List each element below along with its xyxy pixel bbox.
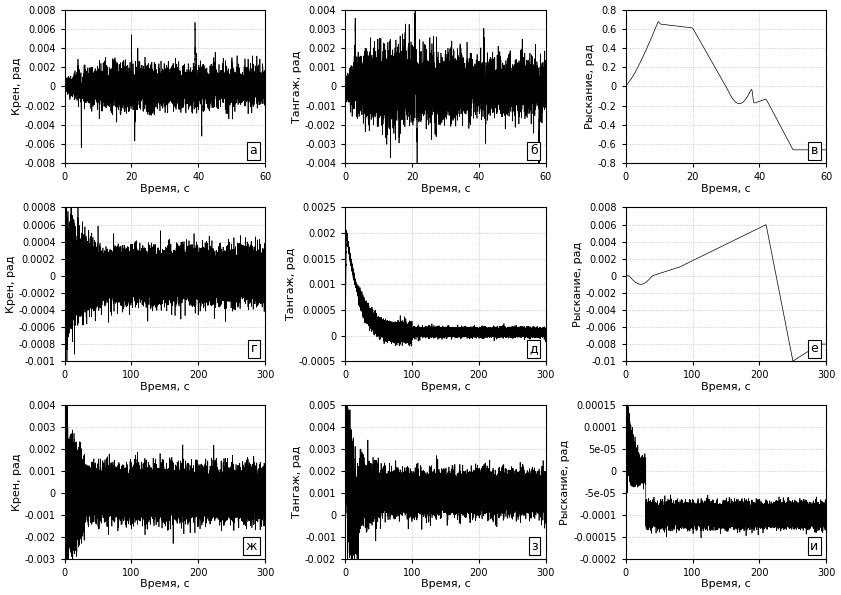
Text: а: а: [250, 144, 257, 157]
Text: ж: ж: [246, 540, 257, 553]
X-axis label: Время, с: Время, с: [701, 381, 751, 392]
Text: е: е: [811, 342, 818, 355]
X-axis label: Время, с: Время, с: [140, 580, 190, 590]
X-axis label: Время, с: Время, с: [701, 184, 751, 194]
X-axis label: Время, с: Время, с: [140, 381, 190, 392]
X-axis label: Время, с: Время, с: [420, 184, 470, 194]
Y-axis label: Рыскание, рад: Рыскание, рад: [573, 242, 583, 327]
Y-axis label: Крен, рад: Крен, рад: [12, 453, 22, 511]
Text: в: в: [811, 144, 818, 157]
Y-axis label: Тангаж, рад: Тангаж, рад: [292, 446, 302, 518]
Text: г: г: [251, 342, 257, 355]
Text: и: и: [810, 540, 818, 553]
Y-axis label: Тангаж, рад: Тангаж, рад: [292, 50, 302, 123]
Y-axis label: Рыскание, рад: Рыскание, рад: [560, 440, 570, 525]
X-axis label: Время, с: Время, с: [140, 184, 190, 194]
Y-axis label: Рыскание, рад: Рыскание, рад: [585, 44, 595, 129]
Text: б: б: [530, 144, 537, 157]
X-axis label: Время, с: Время, с: [420, 381, 470, 392]
X-axis label: Время, с: Время, с: [420, 580, 470, 590]
Y-axis label: Тангаж, рад: Тангаж, рад: [286, 248, 296, 321]
X-axis label: Время, с: Время, с: [701, 580, 751, 590]
Text: з: з: [531, 540, 537, 553]
Text: д: д: [529, 342, 537, 355]
Y-axis label: Крен, рад: Крен, рад: [12, 58, 22, 115]
Y-axis label: Крен, рад: Крен, рад: [6, 255, 15, 313]
